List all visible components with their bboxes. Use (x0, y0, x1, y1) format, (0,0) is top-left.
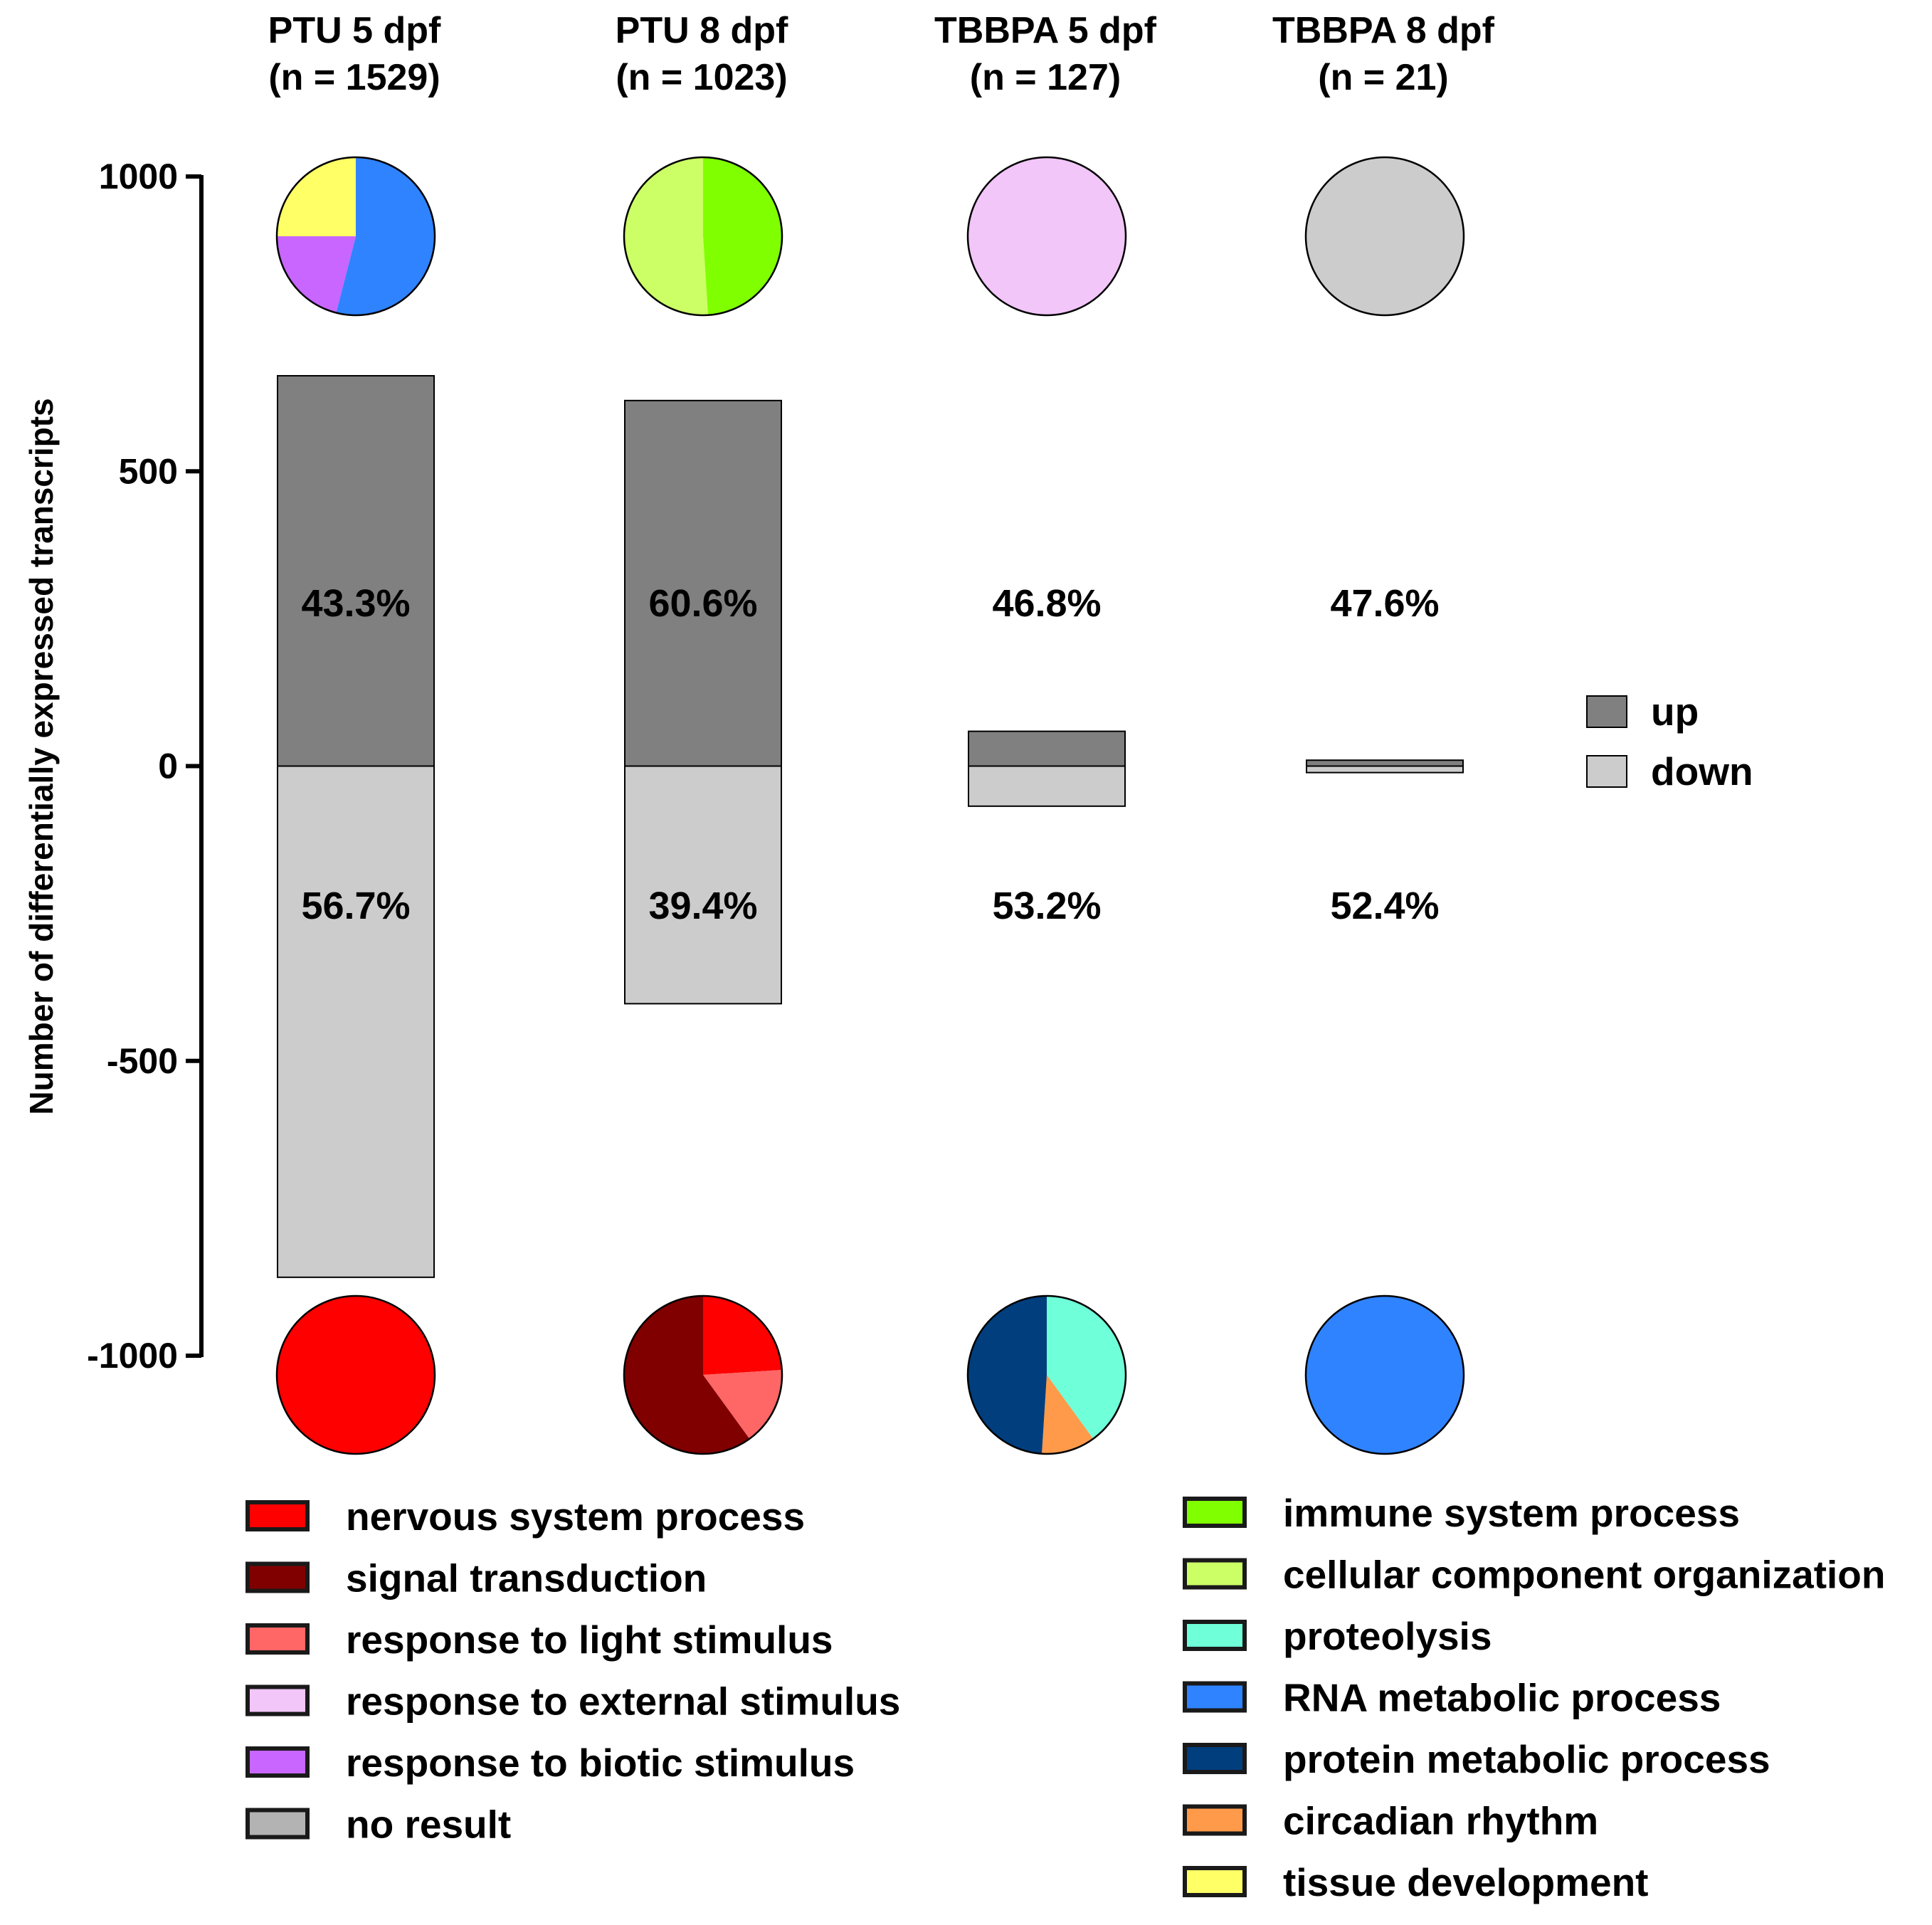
legend-swatch-up (1586, 695, 1627, 728)
pie-slice-nervous-system-process (703, 1296, 782, 1375)
pct-up-label: 43.3% (301, 582, 410, 625)
group-n-label: (n = 127) (970, 57, 1121, 98)
pie-up-ptu-8-dpf (623, 156, 783, 317)
legend-label-up: up (1651, 690, 1699, 734)
legend-label-proteolysis: proteolysis (1283, 1614, 1492, 1658)
legend-swatch-response-to-light-stimulus (246, 1623, 310, 1655)
pie-slice-immune-system-process (703, 157, 783, 315)
group-n-label: (n = 1023) (616, 57, 787, 98)
legend-label-tissue-development: tissue development (1283, 1860, 1648, 1904)
legend-swatch-no-result (246, 1808, 310, 1840)
pie-down-ptu-5-dpf (275, 1294, 436, 1455)
pie-slice-rna-metabolic-process (336, 157, 435, 315)
legend-swatch-down (1586, 755, 1627, 788)
pie-down-tbbpa-5-dpf (966, 1294, 1127, 1455)
pie-slice-response-to-light-stimulus (703, 1370, 782, 1439)
bar-up-tbbpa-5-dpf (968, 730, 1126, 767)
pie-charts (275, 156, 1465, 1455)
bar-down-ptu-5-dpf (277, 765, 435, 1278)
legend-label-protein-metabolic-process: protein metabolic process (1283, 1737, 1770, 1781)
pie-down-ptu-8-dpf (623, 1294, 783, 1455)
legend-swatch-protein-metabolic-process (1183, 1743, 1247, 1774)
legend-swatch-tissue-development (1183, 1866, 1247, 1897)
bar-down-tbbpa-8-dpf (1306, 765, 1464, 774)
legend-swatch-circadian-rhythm (1183, 1804, 1247, 1836)
legend-swatch-immune-system-process (1183, 1497, 1247, 1528)
legend-label-no-result: no result (346, 1803, 511, 1847)
pie-slice-signal-transduction (624, 1296, 750, 1454)
pie-slice-nervous-system-process (275, 1294, 436, 1455)
pct-down-label: 56.7% (301, 885, 410, 927)
legend-label-circadian-rhythm: circadian rhythm (1283, 1799, 1598, 1843)
legend-swatch-signal-transduction (246, 1561, 310, 1593)
legend-label-nervous-system-process: nervous system process (346, 1494, 805, 1539)
pie-slice-response-to-biotic-stimulus (277, 236, 356, 313)
bar-up-tbbpa-8-dpf (1306, 759, 1464, 767)
legend-label-response-to-light-stimulus: response to light stimulus (346, 1618, 833, 1662)
y-axis-title: Number of differentially expressed trans… (23, 398, 60, 1114)
pct-up-label: 46.8% (992, 582, 1101, 625)
pie-up-ptu-5-dpf (275, 156, 436, 317)
pie-outline (623, 1294, 783, 1455)
y-tick-label: 0 (158, 747, 178, 786)
group-title: PTU 8 dpf (616, 10, 788, 51)
y-tick-label: -500 (107, 1041, 178, 1081)
legend-swatch-rna-metabolic-process (1183, 1681, 1247, 1713)
pct-down-label: 52.4% (1330, 885, 1439, 927)
pie-up-tbbpa-5-dpf (966, 156, 1127, 317)
legend-swatch-proteolysis (1183, 1620, 1247, 1651)
group-n-label: (n = 21) (1318, 57, 1449, 98)
pie-slice-protein-metabolic-process (967, 1296, 1047, 1454)
legend-label-response-to-external-stimulus: response to external stimulus (346, 1679, 900, 1724)
bar-down-ptu-8-dpf (624, 765, 782, 1005)
legend-swatch-nervous-system-process (246, 1500, 310, 1531)
y-tick-label: 500 (119, 451, 178, 491)
pie-down-tbbpa-8-dpf (1304, 1294, 1465, 1455)
group-n-label: (n = 1529) (268, 57, 440, 98)
y-tick-label: 1000 (99, 157, 178, 196)
legend: up down nervous system process signal trans… (246, 690, 1885, 1904)
pie-slice-tissue-development (277, 157, 356, 236)
pie-slice-circadian-rhythm (1042, 1375, 1094, 1454)
y-tick-label: -1000 (87, 1336, 178, 1376)
bar-down-tbbpa-5-dpf (968, 765, 1126, 807)
pct-up-label: 60.6% (648, 582, 757, 625)
group-title: TBBPA 8 dpf (1272, 10, 1495, 51)
pie-outline (966, 1294, 1127, 1455)
pie-up-tbbpa-8-dpf (1304, 156, 1465, 317)
pct-down-label: 53.2% (992, 885, 1101, 927)
pct-down-label: 39.4% (648, 885, 757, 927)
chart-labels: PTU 5 dpf (n = 1529) 43.3% 56.7% PTU 8 dpf (n… (268, 10, 1495, 927)
legend-swatch-response-to-external-stimulus (246, 1684, 310, 1716)
pie-outline (275, 156, 436, 317)
pie-slice-proteolysis (1047, 1296, 1126, 1439)
legend-label-immune-system-process: immune system process (1283, 1491, 1740, 1535)
legend-label-cellular-component-organization: cellular component organization (1283, 1553, 1885, 1597)
pie-slice-no-result (1304, 156, 1465, 317)
y-axis: 1000 500 0 -500 -1000 Number of differentiall… (23, 157, 204, 1376)
group-title: TBBPA 5 dpf (934, 10, 1157, 51)
legend-label-rna-metabolic-process: RNA metabolic process (1283, 1676, 1721, 1720)
bar-series (277, 375, 1464, 1278)
legend-label-signal-transduction: signal transduction (346, 1556, 707, 1600)
group-title: PTU 5 dpf (268, 10, 441, 51)
legend-label-response-to-biotic-stimulus: response to biotic stimulus (346, 1741, 855, 1785)
pie-slice-rna-metabolic-process (1304, 1294, 1465, 1455)
legend-swatch-response-to-biotic-stimulus (246, 1746, 310, 1778)
pie-slice-cellular-component-organization (624, 157, 708, 315)
legend-swatch-cellular-component-organization (1183, 1558, 1247, 1590)
pct-up-label: 47.6% (1330, 582, 1439, 625)
pie-slice-response-to-external-stimulus (966, 156, 1127, 317)
legend-label-down: down (1651, 749, 1753, 793)
pie-outline (623, 156, 783, 317)
bar-up-ptu-5-dpf (277, 375, 435, 767)
